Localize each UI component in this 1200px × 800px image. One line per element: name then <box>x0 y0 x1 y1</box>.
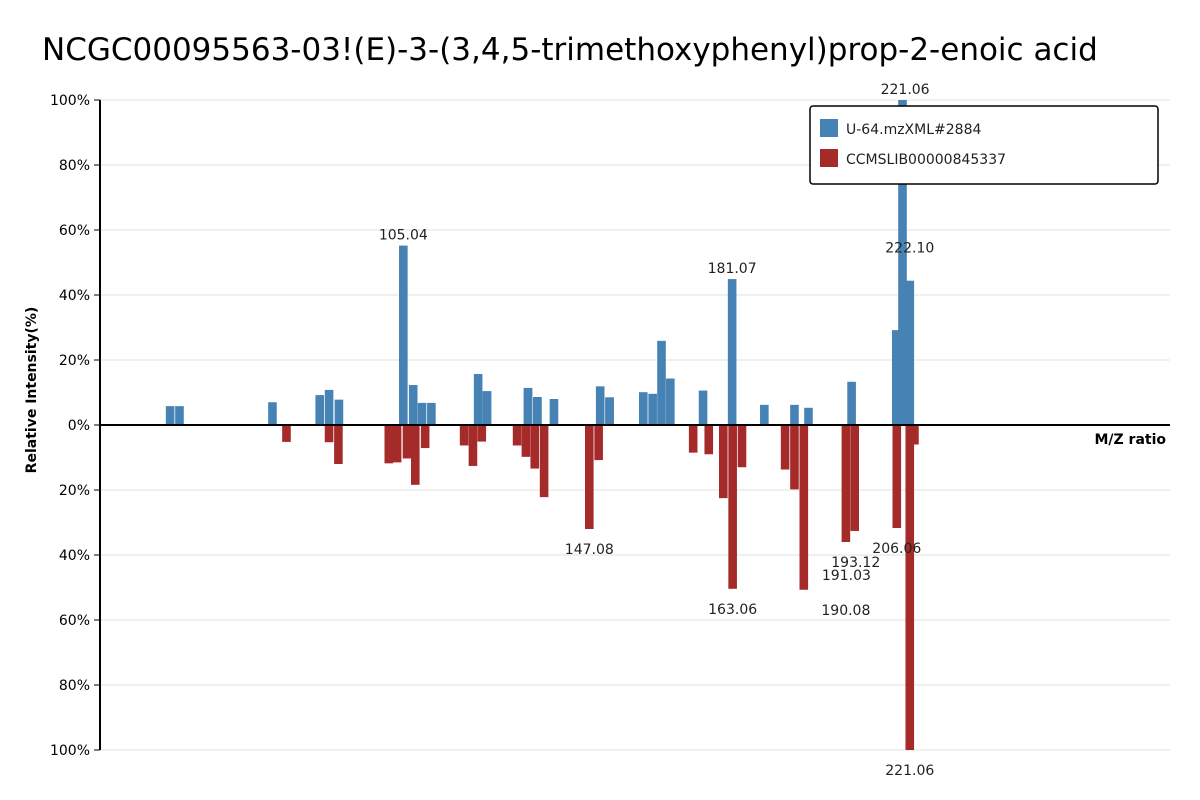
bar-bottom <box>584 425 594 529</box>
bar-bottom <box>282 425 291 442</box>
peak-label-top: 181.07 <box>708 261 757 277</box>
bar-bottom <box>324 425 334 443</box>
bar-bottom <box>410 425 420 485</box>
bar-bottom <box>539 425 549 498</box>
chart-title: NCGC00095563-03!(E)-3-(3,4,5-trimethoxyp… <box>42 32 1098 68</box>
x-axis-label: M/Z ratio <box>1094 432 1166 448</box>
bar-bottom <box>521 425 531 457</box>
bar-bottom <box>728 425 737 589</box>
bar-bottom <box>468 425 478 466</box>
bar-top <box>648 393 657 425</box>
y-tick-label: 60% <box>59 613 90 629</box>
peak-label-bottom: 193.12 <box>831 555 880 571</box>
bar-bottom <box>719 425 728 499</box>
legend-label-top: U-64.mzXML#2884 <box>846 122 981 138</box>
bar-bottom <box>910 425 919 445</box>
y-tick-label: 40% <box>59 288 90 304</box>
bar-bottom <box>392 425 402 463</box>
peak-label-bottom: 163.06 <box>708 602 757 618</box>
bar-top <box>417 402 427 425</box>
bar-top <box>533 397 542 425</box>
y-tick-label: 100% <box>50 743 90 759</box>
bar-bottom <box>850 425 860 531</box>
bar-bottom <box>737 425 747 468</box>
bar-top <box>595 386 605 425</box>
bar-bottom <box>594 425 603 461</box>
bar-top <box>790 404 799 425</box>
bar-top <box>760 404 769 425</box>
bar-bottom <box>402 425 412 459</box>
y-tick-label: 60% <box>59 223 90 239</box>
bar-top <box>408 385 418 425</box>
peak-label-top: 221.06 <box>881 82 930 98</box>
bar-top <box>666 378 675 425</box>
bar-bottom <box>334 425 343 464</box>
bar-top <box>399 245 408 425</box>
peak-label-bottom: 190.08 <box>821 603 870 619</box>
peak-labels: 221.06 105.04 181.07 222.10 147.08 163.06 193.… <box>379 82 935 779</box>
bar-top <box>324 389 334 425</box>
y-tick-label: 100% <box>50 93 90 109</box>
bar-top <box>804 407 813 425</box>
y-tick-label: 20% <box>59 353 90 369</box>
bar-bottom <box>512 425 522 446</box>
bar-top <box>334 399 344 425</box>
bar-bottom <box>790 425 799 490</box>
legend: U-64.mzXML#2884 CCMSLIB00000845337 <box>809 105 1159 185</box>
bar-bottom <box>688 425 698 453</box>
y-axis-label: Relative Intensity(%) <box>24 307 40 474</box>
bar-top <box>727 279 737 425</box>
peak-label-top: 105.04 <box>379 228 428 244</box>
bar-bottom <box>892 425 902 529</box>
legend-box <box>809 105 1159 185</box>
bar-top <box>482 391 492 425</box>
bar-bottom <box>704 425 714 455</box>
bar-top <box>523 387 533 425</box>
bar-top <box>165 406 175 425</box>
y-tick-label: 80% <box>59 158 90 174</box>
legend-swatch-top <box>820 119 838 137</box>
bar-top <box>315 395 325 425</box>
bar-top <box>639 392 648 425</box>
y-tick-label: 80% <box>59 678 90 694</box>
peak-label-bottom: 221.06 <box>885 763 934 779</box>
peak-label-bottom: 147.08 <box>565 542 614 558</box>
bar-top <box>473 373 483 425</box>
y-tick-label: 0% <box>68 418 90 434</box>
peak-label-bottom: 206.06 <box>872 541 921 557</box>
bar-bottom <box>384 425 394 464</box>
peak-label-bottom: 191.03 <box>822 568 871 584</box>
bar-top <box>268 402 277 425</box>
y-axis-ticks: 100% 80% 60% 40% 20% 0% 20% 40% 60% 80% 100% <box>50 93 100 759</box>
bar-bottom <box>905 425 915 750</box>
bar-bottom <box>420 425 430 449</box>
bar-top <box>698 390 708 425</box>
bar-bottom <box>799 425 809 590</box>
bar-top <box>175 406 184 425</box>
y-tick-label: 20% <box>59 483 90 499</box>
bar-top <box>605 397 614 425</box>
bar-bottom <box>459 425 469 446</box>
peak-label-top: 222.10 <box>885 241 934 257</box>
bar-top <box>657 340 666 425</box>
bar-top <box>847 381 856 425</box>
bar-top <box>898 100 907 425</box>
bar-bottom <box>780 425 790 470</box>
bar-bottom <box>530 425 540 469</box>
legend-swatch-bottom <box>820 149 838 167</box>
legend-label-bottom: CCMSLIB00000845337 <box>846 152 1006 168</box>
y-tick-label: 40% <box>59 548 90 564</box>
bar-top <box>891 330 901 425</box>
bars <box>165 100 919 750</box>
bar-top <box>427 402 436 425</box>
bar-bottom <box>841 425 851 542</box>
bar-bottom <box>477 425 487 442</box>
bar-top <box>905 280 915 425</box>
bar-top <box>549 399 559 425</box>
